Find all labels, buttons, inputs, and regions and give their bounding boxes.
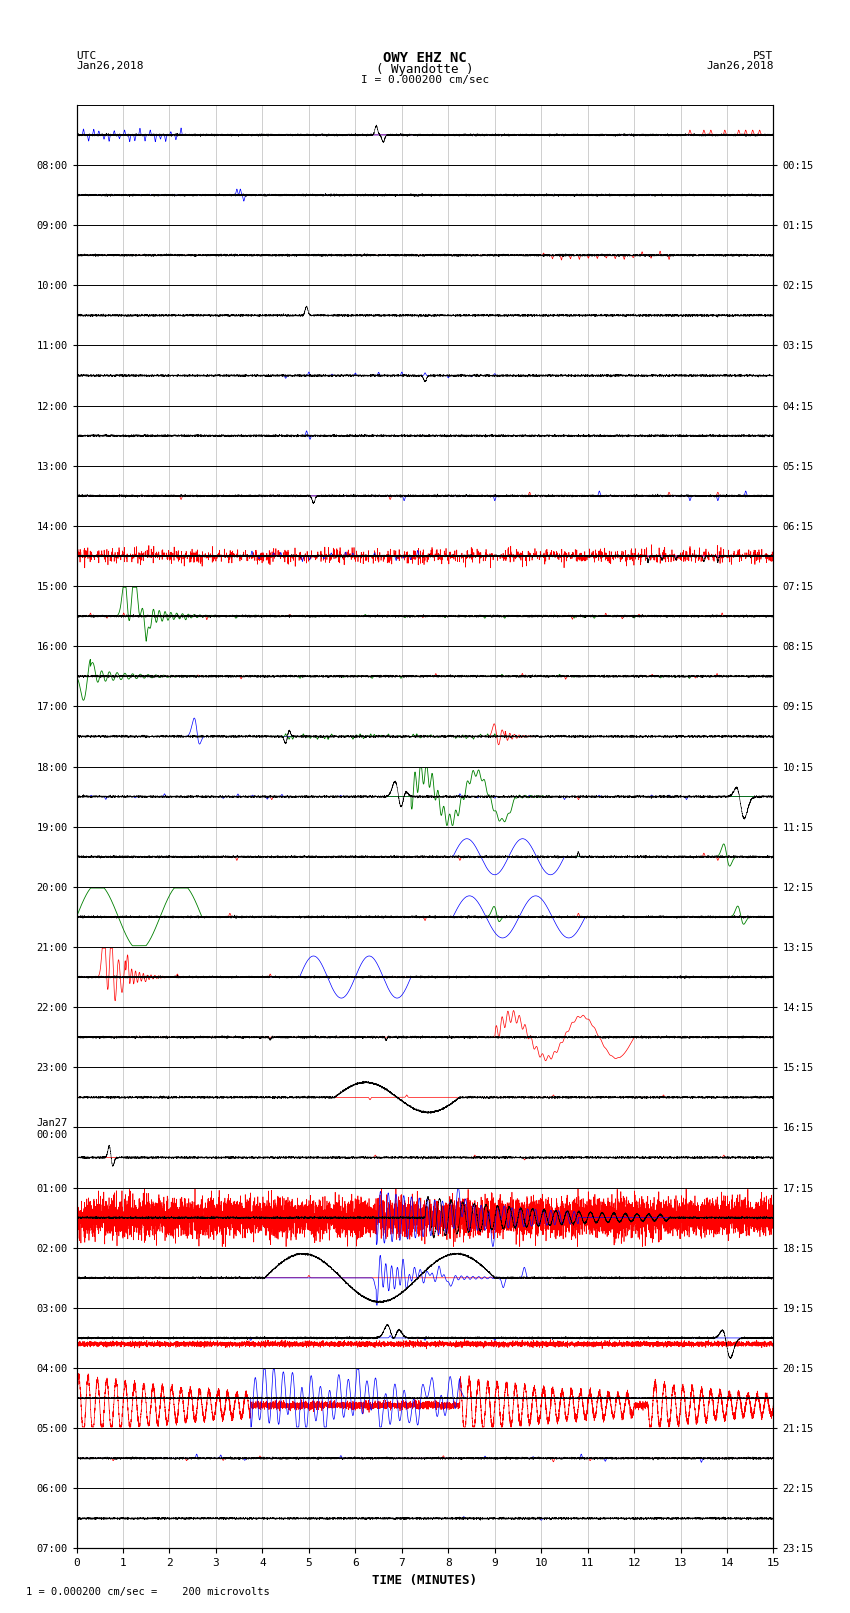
- Text: OWY EHZ NC: OWY EHZ NC: [383, 52, 467, 65]
- Text: Jan26,2018: Jan26,2018: [76, 61, 144, 71]
- X-axis label: TIME (MINUTES): TIME (MINUTES): [372, 1574, 478, 1587]
- Text: ( Wyandotte ): ( Wyandotte ): [377, 63, 473, 76]
- Text: Jan26,2018: Jan26,2018: [706, 61, 774, 71]
- Text: UTC: UTC: [76, 52, 97, 61]
- Text: 1 = 0.000200 cm/sec =    200 microvolts: 1 = 0.000200 cm/sec = 200 microvolts: [26, 1587, 269, 1597]
- Text: PST: PST: [753, 52, 774, 61]
- Text: I = 0.000200 cm/sec: I = 0.000200 cm/sec: [361, 76, 489, 85]
